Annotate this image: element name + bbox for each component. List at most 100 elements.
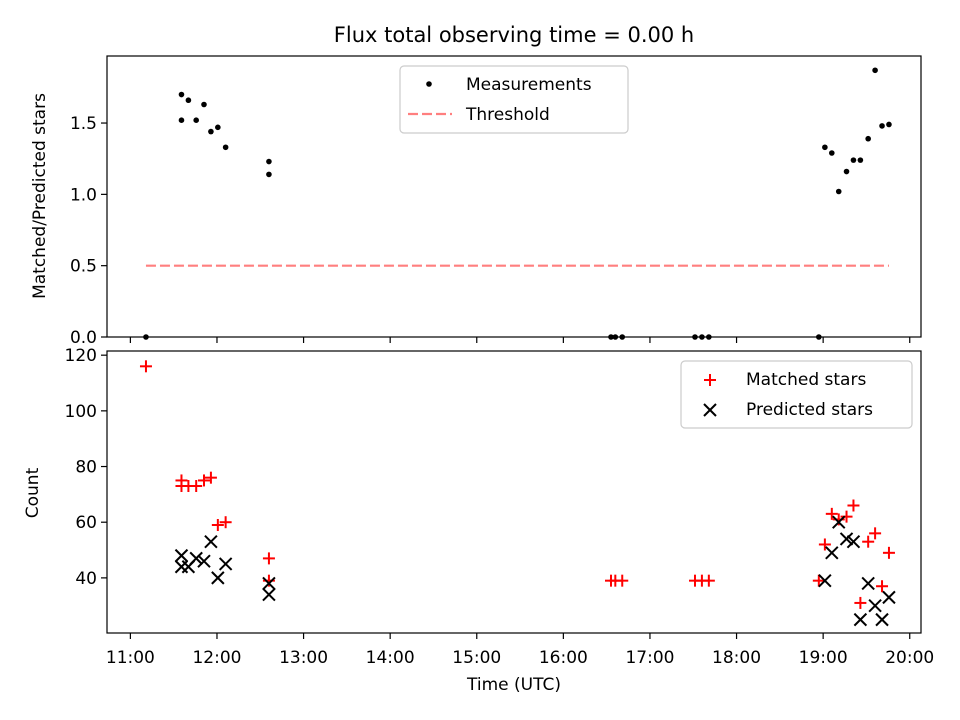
matched-star-point [818,538,831,551]
legend-matched-label: Matched stars [746,370,866,390]
measurement-point [201,101,207,108]
measurement-point [879,123,885,129]
measurement-point [822,144,828,151]
bottom-y-tick-label: 80 [75,458,97,478]
matched-star-point [862,535,875,548]
legend-measurements-marker [426,81,432,87]
matched-star-point [139,360,152,373]
predicted-star-point [846,534,861,549]
bottom-panel: Count Time (UTC) 40 60 80 100 120 11:00 12:00… [23,346,934,695]
predicted-star-point [174,548,189,563]
x-tick-label: 14:00 [366,648,415,668]
matched-star-point [869,527,882,540]
bottom-legend: Matched stars Predicted stars [680,360,913,429]
x-tick-label: 20:00 [885,648,934,668]
matched-star-point [262,552,275,565]
legend-predicted-label: Predicted stars [746,400,873,420]
top-y-axis-label: Matched/Predicted stars [30,93,50,299]
matched-star-point [197,474,210,487]
predicted-star-point [868,599,882,613]
matched-star-point [854,596,867,609]
top-plot-frame [106,55,922,338]
bottom-plot-frame [106,350,922,634]
x-tick-label: 12:00 [192,648,241,668]
predicted-star-point [875,612,889,627]
measurement-point [193,117,199,123]
bottom-legend-box [680,360,913,429]
measurement-point [843,168,850,175]
predicted-star-point [861,576,875,591]
matched-star-point [847,499,860,512]
predicted-stars-points [174,515,896,627]
top-y-tick-label: 1.0 [70,185,97,205]
legend-predicted-marker [703,403,717,417]
matched-star-point [825,507,838,520]
x-tick-label: 16:00 [539,648,588,668]
predicted-star-point [262,576,276,591]
predicted-star-point [818,573,832,588]
bottom-y-tick-label: 100 [65,402,97,422]
predicted-star-point [189,551,203,566]
matched-star-point [616,574,629,587]
measurement-points [143,67,892,340]
matched-star-point [812,574,825,587]
measurement-point [208,128,214,135]
matched-star-point [840,510,853,523]
predicted-star-point [882,590,896,605]
measurement-point [266,158,272,165]
measurement-point [215,124,221,131]
legend-matched-marker [704,374,716,386]
measurement-point [835,188,842,195]
measurement-point [865,135,871,142]
predicted-star-point [211,571,225,585]
bottom-x-ticks: 11:00 12:00 13:00 14:00 15:00 16:00 17:00 18:00… [106,633,934,668]
matched-star-point [882,546,895,559]
predicted-star-point [204,534,218,549]
predicted-star-point [218,557,233,571]
x-tick-label: 18:00 [712,648,761,668]
x-tick-label: 15:00 [452,648,501,668]
measurement-point [850,157,857,163]
matched-stars-points [139,360,895,609]
top-y-tick-label: 1.5 [70,114,97,134]
measurement-point [178,117,185,123]
bottom-y-ticks: 40 60 80 100 120 [65,346,107,589]
legend-measurements-label: Measurements [466,75,592,95]
matched-star-point [211,518,224,531]
top-panel: Flux total observing time = 0.00 h Match… [30,23,922,348]
measurement-point [266,171,272,178]
measurement-point [178,91,185,98]
bottom-y-axis-label: Count [23,467,43,518]
top-chart-title: Flux total observing time = 0.00 h [334,23,694,47]
predicted-star-point [853,612,868,627]
bottom-y-tick-label: 60 [75,513,97,533]
predicted-star-point [825,546,839,560]
top-legend-box [399,65,629,134]
matched-star-point [204,471,217,484]
top-y-tick-label: 0.5 [70,257,97,277]
top-y-ticks: 0.0 0.5 1.0 1.5 [70,114,107,348]
top-x-ticks [129,337,911,343]
top-legend: Measurements Threshold [399,65,629,134]
matched-star-point [190,480,203,493]
predicted-star-point [839,532,854,546]
measurement-point [857,157,864,163]
matched-star-point [876,580,889,593]
matched-star-point [219,516,232,529]
top-y-tick-label: 0.0 [70,328,97,348]
legend-threshold-label: Threshold [465,105,550,125]
x-tick-label: 13:00 [279,648,328,668]
x-axis-label: Time (UTC) [466,675,561,695]
bottom-y-tick-label: 40 [75,569,97,589]
x-tick-label: 17:00 [625,648,674,668]
measurement-point [222,144,229,151]
x-tick-label: 11:00 [106,648,155,668]
measurement-point [829,150,835,156]
measurement-point [872,67,878,74]
measurement-point [185,97,192,104]
predicted-star-point [832,515,846,529]
predicted-star-point [197,554,211,568]
matched-star-point [702,574,715,587]
x-tick-label: 19:00 [799,648,848,668]
